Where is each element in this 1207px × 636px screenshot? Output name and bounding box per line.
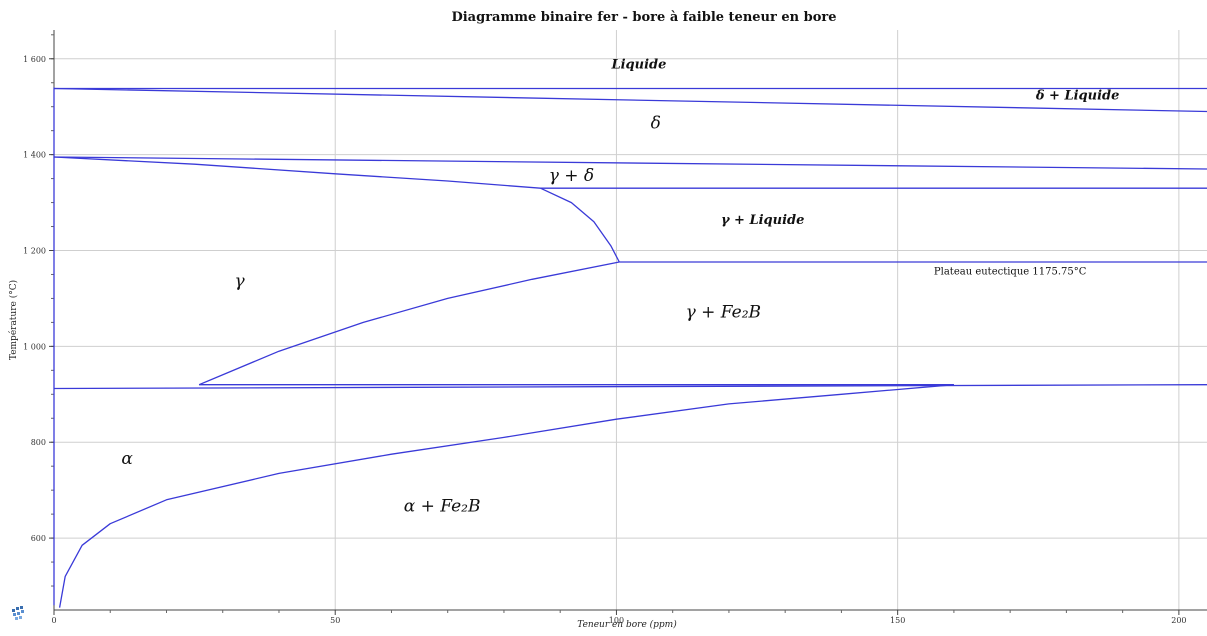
y-tick-label-3: 1 200 bbox=[23, 246, 46, 255]
phase-label-0: Liquide bbox=[610, 57, 666, 72]
phase-boundary-9 bbox=[53, 384, 1207, 390]
phase-boundary-10 bbox=[58, 384, 954, 608]
tick-labels: 0 50 100 150 200 600 800 1 000 1 200 1 400 1 600 bbox=[23, 55, 1186, 625]
x-tick-label-0: 0 bbox=[51, 616, 56, 625]
axes bbox=[49, 30, 1207, 615]
phase-boundary-2 bbox=[53, 156, 1207, 170]
phase-boundary-3 bbox=[53, 156, 541, 189]
grid bbox=[54, 30, 1207, 610]
phase-boundaries bbox=[53, 87, 1207, 608]
phase-label-5: Plateau eutectique 1175.75°C bbox=[934, 266, 1087, 277]
phase-label-6: γ bbox=[235, 271, 246, 291]
y-tick-label-5: 1 600 bbox=[23, 55, 46, 64]
phase-boundary-5 bbox=[540, 187, 620, 263]
y-tick-label-0: 600 bbox=[31, 534, 46, 543]
phase-label-7: γ + Fe₂B bbox=[686, 303, 761, 323]
y-tick-label-2: 1 000 bbox=[23, 342, 46, 351]
phase-label-9: α + Fe₂B bbox=[404, 497, 481, 517]
phase-label-3: γ + δ bbox=[549, 166, 594, 186]
x-axis-label: Teneur en bore (ppm) bbox=[577, 619, 677, 630]
phase-boundary-1 bbox=[53, 87, 1207, 113]
phase-labels: Liquide δ + Liquide δ γ + δ γ + Liquide Plate… bbox=[121, 57, 1119, 516]
y-tick-label-1: 800 bbox=[31, 438, 46, 447]
x-tick-label-4: 200 bbox=[1171, 616, 1186, 625]
phase-label-8: α bbox=[121, 449, 133, 469]
x-tick-label-2: 100 bbox=[609, 616, 624, 625]
y-tick-label-4: 1 400 bbox=[23, 151, 46, 160]
phase-label-2: δ bbox=[651, 113, 661, 133]
phase-label-1: δ + Liquide bbox=[1035, 89, 1120, 104]
x-tick-label-1: 50 bbox=[330, 616, 340, 625]
phase-boundary-7 bbox=[198, 261, 620, 386]
x-tick-label-3: 150 bbox=[890, 616, 905, 625]
chart-title: Diagramme binaire fer - bore à faible te… bbox=[451, 10, 836, 25]
app-grid-icon[interactable] bbox=[12, 606, 26, 620]
y-axis-label: Température (°C) bbox=[8, 280, 19, 360]
phase-label-4: γ + Liquide bbox=[721, 213, 804, 228]
